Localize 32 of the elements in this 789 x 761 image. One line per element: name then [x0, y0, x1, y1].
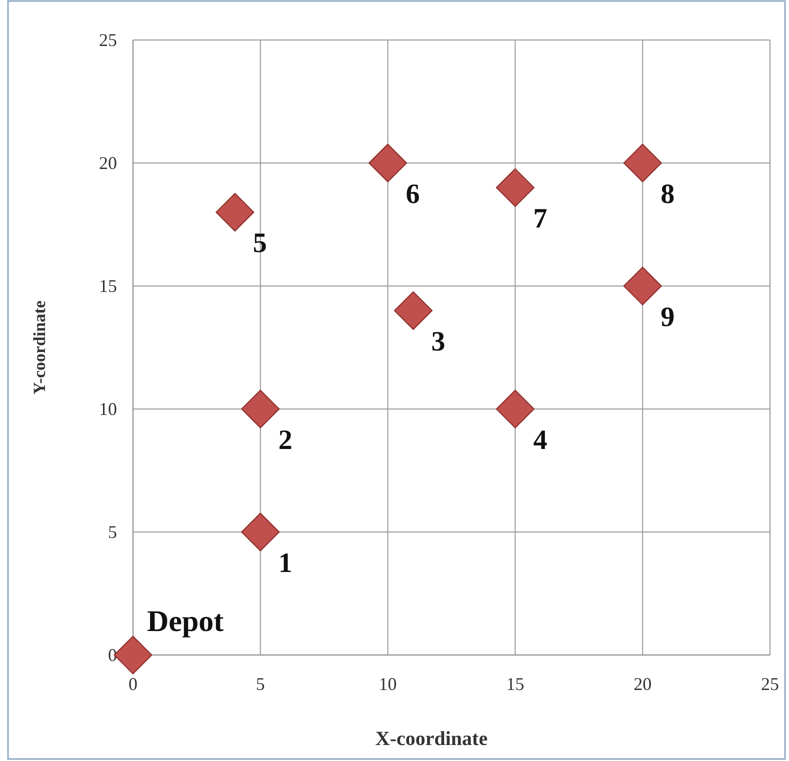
annotation: 1: [278, 548, 292, 579]
point: [241, 390, 280, 428]
y-axis-title: Y-coordinate: [30, 300, 49, 394]
y-tick-label: 10: [99, 398, 117, 419]
point: [496, 168, 534, 207]
point: [394, 291, 433, 330]
point: [216, 192, 254, 232]
annotation: 9: [660, 302, 675, 333]
y-tick-label: 20: [99, 152, 117, 173]
point: [623, 144, 662, 182]
point: [368, 144, 408, 182]
x-tick-label: 15: [506, 674, 524, 694]
x-tick-label: 0: [128, 674, 138, 694]
point: [623, 266, 662, 306]
annotation: 2: [278, 425, 292, 456]
y-tick-label: 25: [99, 30, 117, 50]
x-tick-label: 25: [761, 674, 779, 694]
annotation: 4: [533, 425, 548, 456]
point: [241, 512, 280, 552]
annotation: Depot: [147, 605, 224, 638]
y-tick-label: 5: [108, 522, 117, 542]
point: [496, 390, 534, 428]
y-tick-label: 15: [99, 276, 117, 296]
x-tick-label: 20: [634, 674, 652, 694]
x-axis-title: X-coordinate: [375, 728, 488, 750]
annotation: 7: [533, 204, 548, 235]
annotation: 8: [660, 179, 675, 210]
x-tick-label: 10: [378, 674, 397, 694]
x-tick-label: 5: [256, 674, 265, 694]
annotation: 3: [431, 326, 446, 358]
annotation: 6: [406, 179, 420, 210]
annotation: 5: [252, 228, 267, 260]
